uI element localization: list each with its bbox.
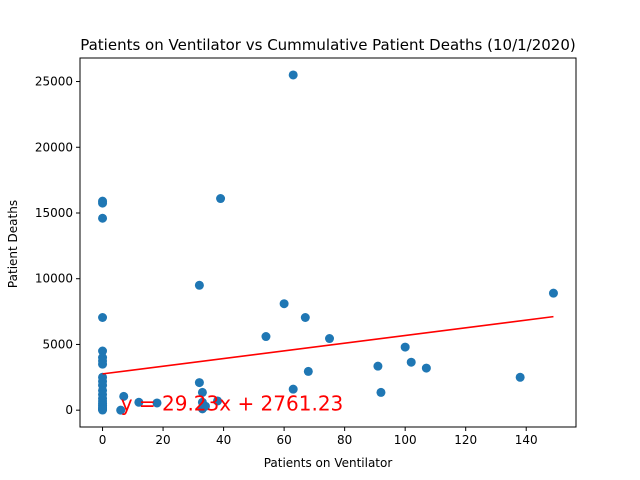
x-axis-label: Patients on Ventilator xyxy=(264,456,393,470)
data-layer: y = 29.23x + 2761.23 xyxy=(98,70,558,416)
data-point xyxy=(216,194,226,204)
data-point xyxy=(200,401,210,411)
x-tick-label: 100 xyxy=(394,433,417,447)
chart-title: Patients on Ventilator vs Cummulative Pa… xyxy=(80,36,576,54)
x-tick-label: 0 xyxy=(99,433,107,447)
data-point xyxy=(548,288,558,298)
y-tick-label: 25000 xyxy=(35,75,73,89)
data-point xyxy=(98,346,108,356)
data-point xyxy=(406,357,416,367)
data-point xyxy=(261,332,271,342)
data-point xyxy=(279,299,289,309)
x-axis: 0 20 40 60 80 100 120 140 xyxy=(99,427,538,447)
data-point xyxy=(98,312,108,322)
x-tick-label: 80 xyxy=(337,433,352,447)
data-point xyxy=(421,363,431,373)
data-point xyxy=(300,312,310,322)
y-tick-label: 5000 xyxy=(42,337,73,351)
y-tick-label: 15000 xyxy=(35,206,73,220)
data-point xyxy=(98,405,108,415)
y-tick-label: 20000 xyxy=(35,140,73,154)
data-point xyxy=(373,361,383,371)
data-point xyxy=(288,384,298,394)
x-tick-label: 60 xyxy=(276,433,291,447)
y-tick-label: 0 xyxy=(65,403,73,417)
data-point xyxy=(376,387,386,397)
x-tick-label: 40 xyxy=(216,433,231,447)
data-point xyxy=(303,366,313,376)
data-point xyxy=(194,378,204,388)
y-axis: 0 5000 10000 15000 20000 25000 xyxy=(35,75,80,417)
y-axis-label: Patient Deaths xyxy=(6,200,20,288)
data-point xyxy=(134,397,144,407)
data-point xyxy=(98,359,108,369)
data-point xyxy=(98,213,108,223)
data-point xyxy=(197,387,207,397)
data-point xyxy=(400,342,410,352)
x-tick-label: 20 xyxy=(155,433,170,447)
x-tick-label: 140 xyxy=(515,433,538,447)
data-point xyxy=(119,391,129,401)
plot-frame xyxy=(79,57,577,428)
data-point xyxy=(98,198,108,208)
regression-equation: y = 29.23x + 2761.23 xyxy=(121,392,344,416)
data-point xyxy=(515,372,525,382)
data-point xyxy=(288,70,298,80)
data-point xyxy=(213,396,223,406)
data-point xyxy=(194,280,204,290)
x-tick-label: 120 xyxy=(454,433,477,447)
data-point xyxy=(152,398,162,408)
y-tick-label: 10000 xyxy=(35,272,73,286)
data-point xyxy=(116,405,126,415)
data-point xyxy=(325,334,335,344)
regression-line xyxy=(102,315,554,375)
